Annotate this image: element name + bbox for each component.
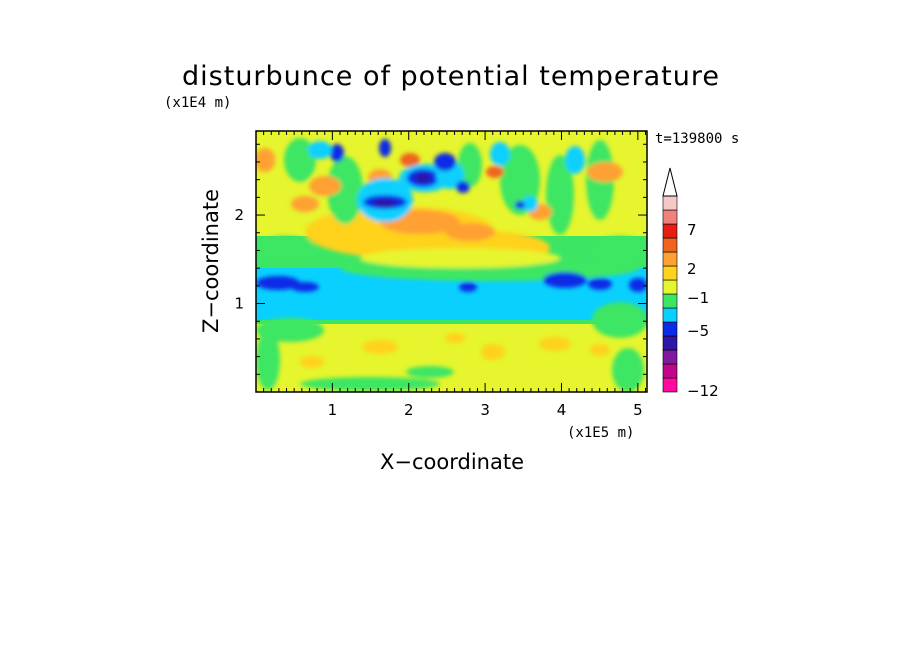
colorbar-swatch: [662, 209, 678, 225]
field-contour-blob: [456, 181, 470, 193]
colorbar-swatch: [662, 293, 678, 309]
field-contour-blob: [284, 138, 316, 182]
field-contour-blob: [515, 201, 525, 209]
field-contour-blob: [415, 173, 431, 183]
field-contour-blob: [543, 272, 587, 288]
colorbar-tick-label: 7: [687, 221, 697, 239]
colorbar-swatch: [662, 321, 678, 337]
field-contour-blob: [434, 153, 456, 171]
field-contour-blob: [300, 377, 440, 391]
x-tick-label: 2: [404, 401, 414, 419]
colorbar-swatch: [662, 377, 678, 393]
field-contour-blob: [406, 366, 454, 378]
colorbar-swatch: [662, 279, 678, 295]
field-contour-blob: [590, 236, 647, 264]
field-contour-blob: [309, 176, 341, 196]
field-contour-blob: [445, 223, 495, 241]
x-axis-label: X−coordinate: [380, 450, 524, 474]
colorbar-swatch: [662, 251, 678, 267]
field-contour-blob: [330, 144, 344, 162]
colorbar: 7 2 −1 −5 −12: [662, 167, 719, 400]
x-tick-label: 3: [480, 401, 490, 419]
field-contour-blob: [590, 344, 610, 356]
heatmap-field: [256, 131, 647, 392]
field-contour-blob: [629, 278, 647, 292]
field-contour-blob: [308, 141, 332, 159]
field-contour-blob: [362, 340, 398, 354]
colorbar-swatch: [662, 237, 678, 253]
field-contour-blob: [522, 196, 538, 212]
field-contour-blob: [300, 356, 324, 368]
field-contour-blob: [481, 344, 505, 360]
field-contour-blob: [256, 330, 280, 390]
y-unit-label: (x1E4 m): [164, 95, 231, 111]
field-contour-blob: [546, 155, 574, 235]
x-tick-label: 4: [557, 401, 567, 419]
colorbar-swatch: [662, 195, 678, 211]
x-axis: 1 2 3 4 5: [263, 131, 646, 419]
colorbar-swatch: [662, 307, 678, 323]
field-contour-blob: [490, 142, 510, 166]
field-contour-blob: [327, 156, 363, 224]
colorbar-tick-label: −1: [687, 289, 709, 307]
plot-frame: [255, 130, 648, 393]
field-contour-blob: [539, 337, 571, 351]
colorbar-swatch: [662, 335, 678, 351]
x-tick-label: 5: [633, 401, 643, 419]
field-contour-blob: [588, 278, 612, 290]
colorbar-tick-label: −12: [687, 382, 719, 400]
field-contour-blob: [459, 282, 477, 292]
field-contour-blob: [256, 148, 275, 172]
colorbar-swatch: [662, 363, 678, 379]
y-axis-label: Z−coordinate: [199, 189, 223, 333]
colorbar-swatch: [662, 223, 678, 239]
field-contour-blob: [458, 143, 482, 187]
chart-title: disturbunce of potential temperature: [182, 61, 720, 92]
field-contour-blob: [400, 153, 420, 167]
field-contour-blob: [360, 248, 560, 268]
field-contour-blob: [291, 282, 319, 292]
field-contour-blob: [445, 333, 465, 343]
field-contour-blob: [592, 302, 647, 338]
field-contour-blob: [256, 236, 315, 264]
field-contour-blob: [612, 348, 644, 392]
field-contour-blob: [379, 139, 391, 157]
field-contour-blob: [486, 166, 504, 178]
field-contour-blob: [291, 196, 319, 212]
field-contour-blob: [256, 276, 300, 290]
colorbar-tick-label: −5: [687, 322, 709, 340]
time-label: t=139800 s: [655, 131, 739, 147]
colorbar-swatch: [662, 349, 678, 365]
y-axis: 12: [234, 143, 647, 375]
field-contour-blob: [565, 146, 585, 174]
x-tick-label: 1: [328, 401, 338, 419]
y-tick-label: 2: [234, 206, 244, 224]
x-unit-label: (x1E5 m): [567, 425, 634, 441]
y-tick-label: 1: [234, 295, 244, 313]
colorbar-swatch: [662, 265, 678, 281]
colorbar-tick-label: 2: [687, 260, 697, 278]
colorbar-extend-arrow: [662, 167, 678, 197]
field-blobs: [256, 138, 647, 392]
field-contour-blob: [373, 199, 397, 207]
field-contour-blob: [587, 162, 623, 182]
